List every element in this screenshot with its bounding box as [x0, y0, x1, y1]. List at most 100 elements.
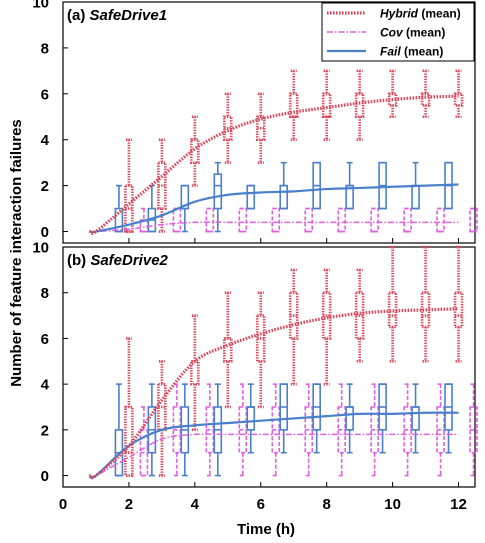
hybrid-box — [354, 268, 365, 363]
x-axis-label: Time (h) — [237, 521, 295, 538]
fail-box — [345, 161, 354, 210]
x-tick-label: 6 — [257, 496, 265, 513]
y-tick-label: 6 — [41, 331, 49, 348]
fail-iqr-rect — [246, 406, 256, 431]
fail-iqr-rect — [246, 184, 256, 210]
chart-panel-1: 0 2 4 6 8 10 (a) SafeDrive1 — [32, 0, 478, 244]
y-tick-label: 2 — [41, 422, 49, 439]
hybrid-iqr-rect — [223, 115, 233, 142]
legend-series-suffix: (mean) — [403, 26, 446, 40]
hybrid-box — [124, 337, 134, 477]
hybrid-box — [223, 92, 233, 164]
hybrid-box — [453, 245, 464, 363]
fail-iqr-rect — [279, 184, 289, 210]
hybrid-iqr-rect — [288, 92, 299, 119]
legend-label-cov: Cov (mean) — [380, 26, 445, 40]
hybrid-iqr-rect — [321, 92, 332, 119]
hybrid-box — [321, 69, 332, 142]
y-tick-label: 4 — [41, 132, 50, 149]
x-tick-label: 8 — [323, 496, 331, 513]
panel-title-letter: (b) — [67, 252, 90, 269]
cov-iqr-rect — [271, 207, 281, 233]
hybrid-iqr-rect — [157, 161, 167, 210]
cov-box — [271, 383, 281, 477]
hybrid-box — [387, 245, 398, 363]
fail-box — [345, 383, 354, 454]
panel-title: (a) SafeDrive1 — [67, 7, 167, 24]
fail-box — [147, 383, 157, 477]
fail-iqr-rect — [411, 184, 420, 210]
cov-iqr-rect — [205, 207, 215, 233]
cov-box — [469, 207, 478, 233]
cov-box — [337, 383, 346, 477]
cov-iqr-rect — [436, 207, 445, 233]
panel-title-name: SafeDrive2 — [90, 252, 168, 269]
hybrid-box — [124, 138, 134, 233]
x-tick-label: 2 — [125, 496, 133, 513]
hybrid-box — [420, 69, 431, 119]
hybrid-iqr-rect — [354, 291, 365, 340]
fail-box — [444, 383, 453, 454]
cov-iqr-rect — [370, 406, 379, 454]
fail-box — [279, 161, 289, 210]
y-tick-label: 6 — [41, 86, 49, 103]
legend-label-hybrid: Hybrid (mean) — [380, 7, 461, 21]
cov-iqr-rect — [403, 207, 412, 233]
fail-box — [246, 383, 256, 454]
cov-iqr-rect — [337, 406, 346, 454]
hybrid-mean-line — [88, 307, 459, 480]
y-tick-label: 2 — [41, 178, 49, 195]
y-tick-label: 10 — [32, 0, 49, 12]
cov-box — [370, 207, 379, 233]
cov-box — [403, 207, 412, 233]
fail-box — [378, 383, 387, 454]
x-tick-label: 10 — [384, 496, 401, 513]
cov-box — [139, 207, 149, 233]
y-tick-label: 0 — [41, 468, 49, 485]
cov-box — [370, 383, 379, 477]
fail-iqr-rect — [411, 406, 420, 431]
x-tick-label: 4 — [191, 496, 200, 513]
hybrid-box — [255, 92, 266, 164]
hybrid-iqr-rect — [453, 291, 464, 329]
panel-title-name: SafeDrive1 — [90, 7, 168, 24]
legend-series-name: Hybrid — [380, 7, 419, 21]
hybrid-box — [255, 291, 266, 409]
cov-iqr-rect — [172, 406, 182, 454]
fail-box — [246, 184, 256, 210]
cov-iqr-rect — [238, 207, 248, 233]
cov-iqr-rect — [304, 207, 314, 233]
cov-mean-line — [89, 433, 459, 478]
hybrid-box — [288, 69, 299, 142]
hybrid-iqr-rect — [190, 359, 200, 386]
hybrid-box — [288, 268, 299, 386]
cov-box — [238, 207, 248, 233]
cov-box — [271, 207, 281, 233]
hybrid-box — [157, 138, 167, 233]
cov-box — [436, 207, 445, 233]
cov-iqr-rect — [205, 406, 215, 454]
y-tick-label: 8 — [41, 40, 49, 57]
chart-legend: Hybrid (mean)Cov (mean)Fail (mean) — [321, 2, 475, 62]
fail-box — [180, 383, 190, 477]
hybrid-box — [223, 291, 233, 409]
cov-iqr-rect — [172, 207, 182, 233]
cov-iqr-rect — [337, 207, 346, 233]
fail-mean-line — [88, 411, 459, 479]
hybrid-iqr-rect — [321, 291, 332, 340]
cov-box — [238, 383, 248, 477]
y-tick-label: 0 — [41, 224, 49, 241]
hybrid-iqr-rect — [288, 291, 299, 340]
fail-box — [114, 184, 124, 233]
cov-iqr-rect — [139, 429, 149, 477]
fail-box — [312, 161, 321, 210]
fail-iqr-rect — [345, 406, 354, 431]
hybrid-box — [321, 268, 332, 386]
x-tick-label: 12 — [450, 496, 467, 513]
plot-frame — [62, 246, 476, 488]
cov-box — [172, 383, 182, 477]
hybrid-box — [453, 69, 464, 119]
hybrid-iqr-rect — [157, 382, 167, 432]
panel-title-letter: (a) — [67, 7, 90, 24]
